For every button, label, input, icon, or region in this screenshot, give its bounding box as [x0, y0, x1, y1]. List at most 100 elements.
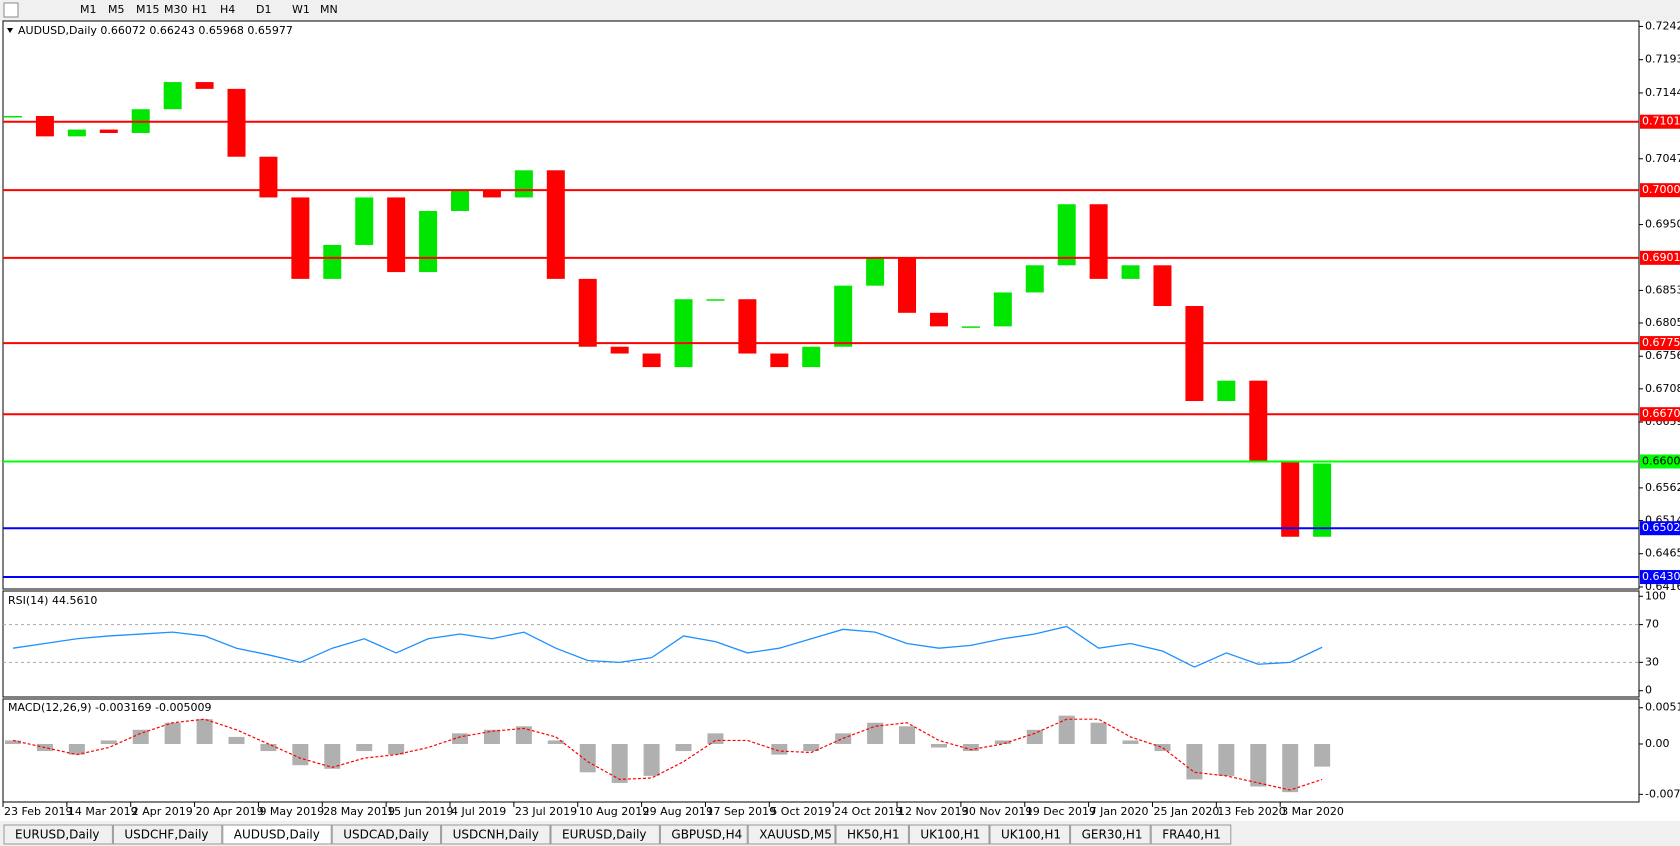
timeframe-button[interactable]: MN [320, 3, 338, 16]
rsi-panel [2, 590, 1640, 698]
timeframe-button[interactable]: D1 [256, 3, 271, 16]
level-tag [1640, 114, 1680, 129]
tab-label[interactable]: EURUSD,Daily [562, 828, 647, 842]
macd-bar [356, 743, 373, 752]
tab-label[interactable]: UK100,H1 [1001, 828, 1061, 842]
x-tick-label: 5 Oct 2019 [770, 805, 831, 818]
macd-bar [547, 740, 564, 744]
macd-bar [1090, 722, 1107, 744]
x-tick-label: 29 Aug 2019 [643, 805, 713, 818]
candle [1185, 306, 1204, 402]
candle [929, 312, 948, 327]
candle [195, 82, 214, 89]
timeframe-button[interactable]: M5 [108, 3, 125, 16]
macd-bar [292, 743, 309, 766]
tab-label[interactable]: HK50,H1 [847, 828, 900, 842]
level-label: 0.70007 [1642, 183, 1680, 196]
timeframe-button[interactable]: H1 [192, 3, 207, 16]
tab-label[interactable]: USDCAD,Daily [343, 828, 429, 842]
candle [451, 190, 470, 212]
tab[interactable] [659, 824, 748, 845]
y-tick-label: 0.00 [1645, 737, 1670, 750]
candle [291, 197, 310, 279]
chart-window [0, 21, 1680, 821]
level-tag [1640, 454, 1680, 469]
candle [802, 346, 821, 368]
tab[interactable] [747, 824, 836, 845]
level-label: 0.64306 [1642, 570, 1680, 583]
tab[interactable] [1150, 824, 1232, 845]
y-tick-label: 0.71930 [1645, 53, 1680, 66]
y-tick-label: 0.67080 [1645, 382, 1680, 395]
macd-bar [1154, 743, 1171, 752]
timeframe-button[interactable]: M1 [80, 3, 97, 16]
tab-label[interactable]: EURUSD,Daily [15, 828, 100, 842]
x-tick-label: 10 Aug 2019 [579, 805, 649, 818]
x-tick-label: 3 Mar 2020 [1281, 805, 1344, 818]
y-tick-label: 0.67560 [1645, 349, 1680, 362]
macd-bar [643, 743, 660, 776]
x-tick-label: 24 Oct 2019 [834, 805, 902, 818]
macd-bar [388, 743, 405, 755]
candle [610, 346, 629, 354]
tab-label[interactable]: GER30,H1 [1082, 828, 1143, 842]
tab[interactable] [441, 824, 551, 845]
x-tick-label: 17 Sep 2019 [706, 805, 776, 818]
x-tick-label: 23 Feb 2019 [4, 805, 72, 818]
y-tick-label: 70 [1645, 618, 1659, 631]
candle [1153, 265, 1172, 307]
macd-bar [196, 719, 213, 744]
tab-label[interactable]: GBPUSD,H4 [671, 828, 742, 842]
tab[interactable] [550, 824, 660, 845]
x-tick-label: 13 Feb 2020 [1217, 805, 1285, 818]
y-tick-label: 0.005121 [1645, 701, 1680, 714]
level-tag [1640, 183, 1680, 198]
tab-label[interactable]: XAUUSD,M5 [759, 828, 832, 842]
toolbar-icon[interactable] [3, 2, 19, 18]
x-tick-label: 4 Jul 2019 [451, 805, 506, 818]
candle [323, 244, 342, 279]
tab[interactable] [1070, 824, 1151, 845]
tab-label[interactable]: USDCHF,Daily [124, 828, 208, 842]
tab[interactable] [989, 824, 1071, 845]
level-label: 0.65026 [1642, 521, 1680, 534]
x-tick-label: 2 Apr 2019 [132, 805, 193, 818]
y-tick-label: 0 [1645, 684, 1652, 697]
macd-bar [483, 729, 500, 744]
y-tick-label: 0.72420 [1645, 19, 1680, 32]
tab-label[interactable]: AUDUSD,Daily [234, 828, 320, 842]
tab[interactable] [908, 824, 990, 845]
candle [898, 258, 917, 313]
macd-bar [803, 743, 820, 752]
tab-label[interactable]: FRA40,H1 [1162, 828, 1221, 842]
candle [993, 292, 1012, 327]
y-tick-label: 0.70470 [1645, 152, 1680, 165]
macd-bar [1122, 740, 1139, 744]
tab[interactable] [112, 824, 223, 845]
candle [1057, 204, 1076, 266]
candle [67, 129, 86, 137]
tab[interactable] [222, 824, 332, 845]
timeframe-button[interactable]: M30 [164, 3, 188, 16]
tab-label[interactable]: USDCNH,Daily [453, 828, 539, 842]
x-tick-label: 19 Dec 2019 [1026, 805, 1096, 818]
tab[interactable] [331, 824, 442, 845]
tab[interactable] [3, 824, 113, 845]
candle [706, 299, 725, 301]
tab-label[interactable]: UK100,H1 [920, 828, 980, 842]
candle [1217, 380, 1236, 402]
timeframe-button[interactable]: W1 [292, 3, 310, 16]
macd-bar [930, 743, 947, 748]
x-tick-label: 23 Jul 2019 [515, 805, 577, 818]
timeframe-button[interactable]: H4 [220, 3, 235, 16]
macd-bar [5, 740, 21, 744]
candle [738, 299, 757, 354]
candle [1089, 204, 1108, 279]
tab[interactable] [835, 824, 909, 845]
macd-bar [1218, 743, 1235, 776]
y-tick-label: 0.64650 [1645, 547, 1680, 560]
level-label: 0.66009 [1642, 454, 1680, 467]
level-tag [1640, 336, 1680, 351]
timeframe-button[interactable]: M15 [136, 3, 160, 16]
